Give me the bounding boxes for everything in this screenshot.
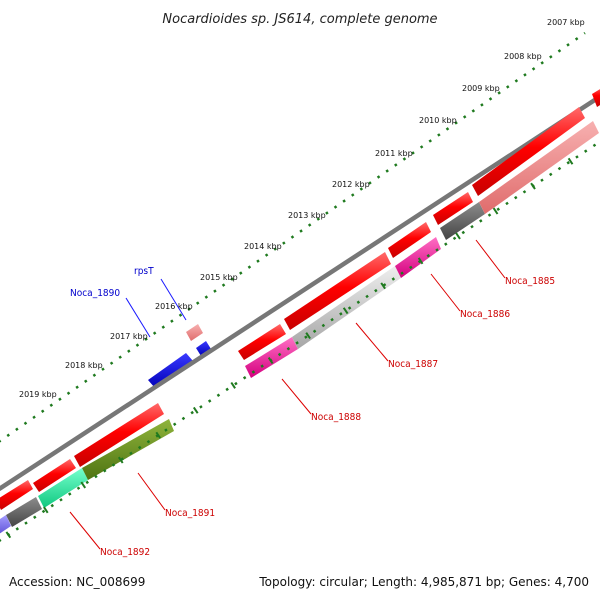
- scale-label: 2017 kbp: [110, 332, 148, 341]
- map-title: Nocardioides sp. JS614, complete genome: [162, 12, 437, 27]
- inner-tick-mark: [492, 207, 499, 215]
- gene-noca-1888[interactable]: [245, 337, 298, 378]
- scale-label: 2010 kbp: [419, 116, 457, 125]
- gene-noca-1887[interactable]: [292, 266, 401, 349]
- inner-tick-mark: [192, 406, 199, 414]
- inner-tick-mark: [342, 307, 349, 315]
- gene-noca-1890[interactable]: [148, 353, 193, 388]
- gene-rpst[interactable]: [196, 341, 211, 356]
- gene-label-noca-1892[interactable]: Noca_1892: [100, 547, 150, 558]
- forward-genes-inner: [0, 121, 599, 534]
- gene-noca-1884-upper[interactable]: [472, 107, 585, 196]
- gene-noca-1887-upper[interactable]: [284, 252, 391, 330]
- inner-tick-mark: [80, 481, 87, 489]
- inner-tick-mark: [567, 157, 574, 165]
- inner-tick-mark: [267, 357, 274, 364]
- inner-scale-ring: [0, 140, 600, 542]
- gene-violet[interactable]: [0, 515, 11, 534]
- callout-line-noca-1888: [281, 378, 312, 415]
- scale-label: 2011 kbp: [375, 149, 413, 158]
- gene-label-noca-1888[interactable]: Noca_1888: [311, 412, 361, 423]
- callout-line-noca-1892: [69, 511, 101, 550]
- gene-labels: Noca_1885 Noca_1886 Noca_1887 Noca_1888 …: [70, 266, 555, 558]
- scale-label: 2013 kbp: [288, 211, 326, 220]
- inner-tick-mark: [43, 506, 49, 514]
- inner-tick-mark: [380, 282, 386, 290]
- scale-label: 2018 kbp: [65, 361, 103, 370]
- callout-line-rpst: [160, 278, 187, 321]
- gene-noca-1884[interactable]: [479, 121, 599, 214]
- inner-tick-mark: [305, 332, 311, 340]
- scale-label: 2015 kbp: [200, 273, 238, 282]
- gene-label-noca-1890[interactable]: Noca_1890: [70, 288, 120, 299]
- accession-text: Accession: NC_008699: [9, 575, 145, 589]
- gene-label-noca-1887[interactable]: Noca_1887: [388, 359, 438, 370]
- gene-noca-1892-upper[interactable]: [33, 459, 76, 492]
- gene-dark-1[interactable]: [6, 497, 42, 527]
- scale-label: 2012 kbp: [332, 180, 370, 189]
- gene-noca-1886-upper[interactable]: [388, 222, 431, 258]
- gene-label-rpst[interactable]: rpsT: [134, 266, 154, 277]
- inner-major-ticks: [5, 157, 574, 539]
- scale-label: 2008 kbp: [504, 52, 542, 61]
- callout-line-noca-1890: [125, 297, 151, 338]
- inner-tick-mark: [5, 531, 12, 539]
- gene-edge[interactable]: [592, 86, 600, 107]
- callout-lines: [69, 239, 506, 550]
- inner-tick-mark: [417, 257, 424, 265]
- callout-line-noca-1887: [355, 322, 389, 362]
- callout-line-noca-1885: [475, 239, 506, 279]
- inner-tick-mark: [230, 381, 236, 389]
- scale-label: 2009 kbp: [462, 84, 500, 93]
- gene-noca-1893[interactable]: [0, 480, 33, 510]
- outer-scale-ring: [0, 31, 586, 443]
- gene-label-noca-1891[interactable]: Noca_1891: [165, 508, 215, 519]
- gene-noca-1885-upper[interactable]: [433, 192, 473, 225]
- gene-label-noca-1885[interactable]: Noca_1885: [505, 276, 555, 287]
- scale-label: 2019 kbp: [19, 390, 57, 399]
- callout-line-noca-1886: [430, 273, 461, 312]
- inner-tick-mark: [455, 232, 461, 240]
- gene-noca-1886[interactable]: [395, 237, 441, 278]
- gene-noca-1885[interactable]: [440, 202, 485, 240]
- gene-noca-1891-upper[interactable]: [74, 403, 164, 467]
- genome-summary-text: Topology: circular; Length: 4,985,871 bp…: [258, 575, 589, 589]
- forward-genes-outer: [0, 86, 600, 510]
- inner-tick-mark: [117, 456, 124, 464]
- scale-labels: 2007 kbp 2008 kbp 2009 kbp 2010 kbp 2011…: [19, 18, 585, 399]
- gene-small-pink[interactable]: [186, 324, 203, 341]
- inner-tick-mark: [155, 431, 162, 439]
- inner-tick-mark: [530, 182, 536, 190]
- scale-label: 2007 kbp: [547, 18, 585, 27]
- gene-noca-1892[interactable]: [38, 468, 88, 508]
- gene-label-noca-1886[interactable]: Noca_1886: [460, 309, 510, 320]
- gene-noca-1891[interactable]: [82, 419, 174, 480]
- gene-noca-1888-upper[interactable]: [238, 324, 286, 360]
- callout-line-noca-1891: [137, 472, 166, 511]
- genome-backbone: [0, 93, 600, 492]
- scale-label: 2014 kbp: [244, 242, 282, 251]
- scale-label: 2016 kbp: [155, 302, 193, 311]
